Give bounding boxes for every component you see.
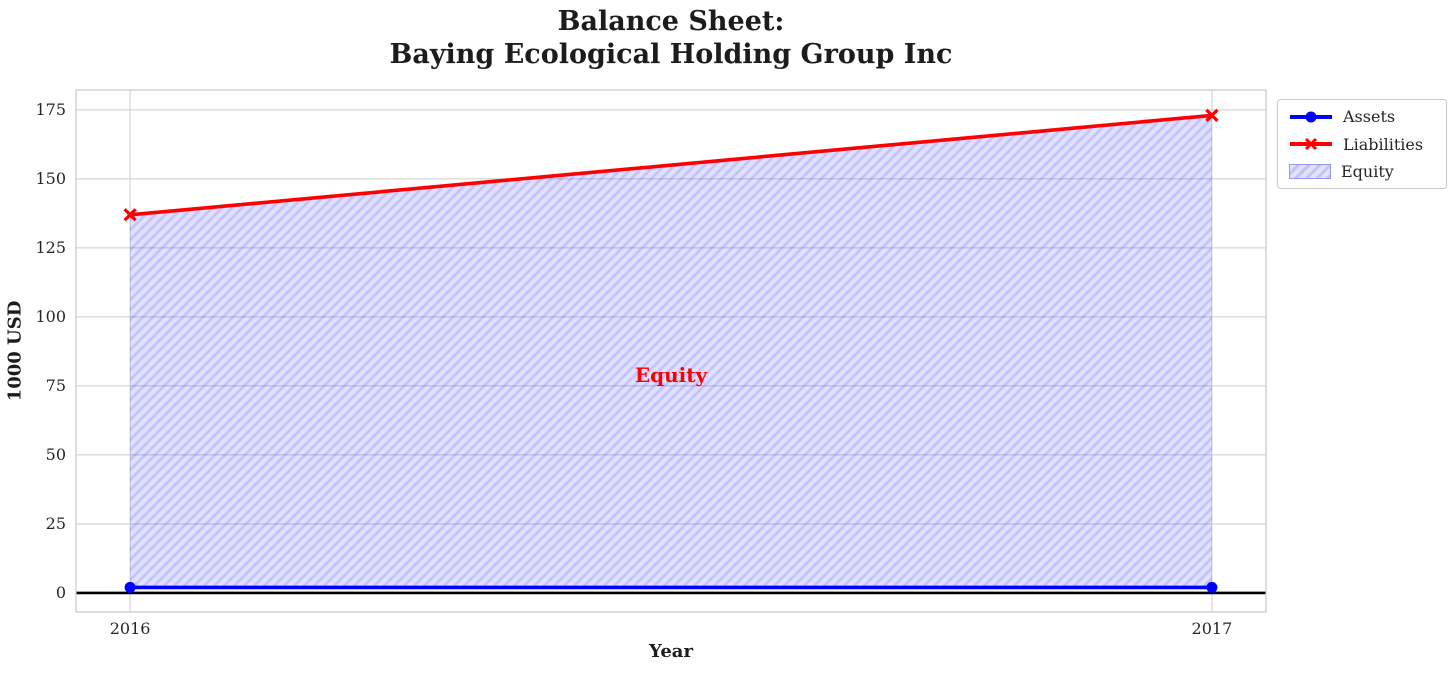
- y-tick-label: 100: [35, 306, 66, 326]
- x-tick-label: 2017: [1191, 619, 1233, 638]
- y-tick-label: 0: [55, 582, 66, 602]
- chart-title: Balance Sheet: Baying Ecological Holding…: [76, 5, 1266, 71]
- series-line-liabilities: [129, 113, 1213, 217]
- legend: Assets Liabilities Equity: [1277, 99, 1447, 189]
- marker-x-liabilities: [123, 208, 137, 222]
- marker-x-liabilities: [1205, 108, 1219, 123]
- y-tick-label: 25: [45, 513, 66, 533]
- x-tick-label: 2016: [109, 619, 151, 638]
- chart-title-line1: Balance Sheet:: [557, 6, 785, 37]
- y-tick-label: 75: [45, 375, 66, 395]
- y-tick-label: 175: [35, 99, 66, 119]
- marker-circle-assets: [124, 581, 136, 593]
- legend-item-equity: Equity: [1289, 162, 1440, 181]
- equity-fill-area: [130, 115, 1212, 588]
- assets-line-dot-icon: [1290, 111, 1332, 122]
- plot-border: [75, 89, 1267, 613]
- liabilities-line-x-icon: [1290, 137, 1332, 151]
- equity-hatch-patch-icon: [1289, 164, 1331, 179]
- equity-area-annotation: Equity: [634, 362, 708, 387]
- x-axis-label: Year: [649, 641, 693, 662]
- legend-item-liabilities: Liabilities: [1289, 135, 1440, 154]
- y-tick-labels: 0 25 50 75 100 125 150 175: [0, 0, 66, 673]
- y-tick-label: 125: [35, 237, 66, 257]
- legend-item-assets: Assets: [1289, 107, 1440, 126]
- marker-circle-assets: [1206, 581, 1218, 593]
- legend-label-liabilities: Liabilities: [1343, 134, 1424, 154]
- y-tick-label: 150: [35, 168, 66, 188]
- chart-title-line2: Baying Ecological Holding Group Inc: [389, 39, 953, 70]
- y-tick-label: 50: [45, 444, 66, 464]
- legend-label-assets: Assets: [1343, 107, 1396, 126]
- legend-label-equity: Equity: [1341, 162, 1394, 181]
